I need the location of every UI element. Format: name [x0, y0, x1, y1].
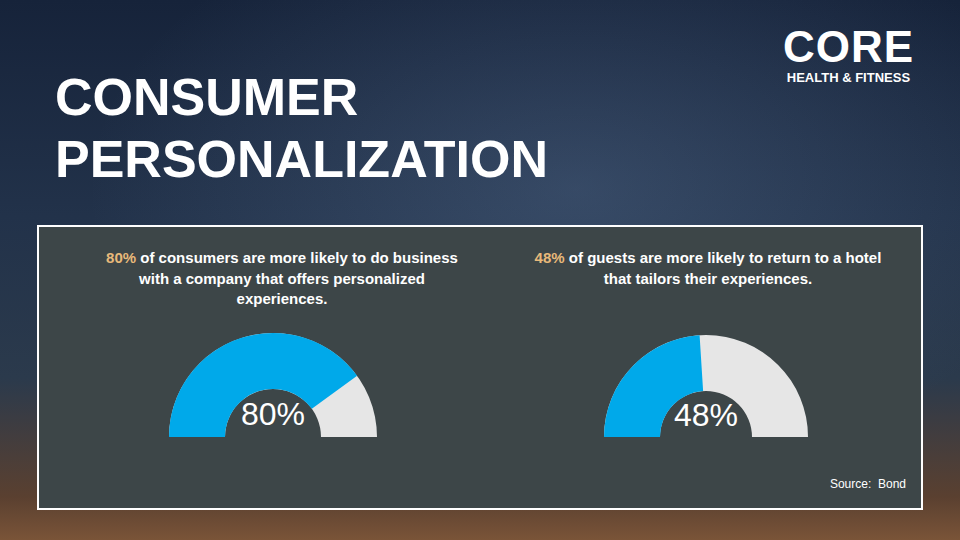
html-text:CONSUMER PERSONALIZATION: CONSUMER PERSONALIZATION	[55, 68, 548, 188]
svg-text:48%: 48%	[674, 397, 738, 433]
html-text:Source: Bond: Source: Bond	[829, 477, 906, 491]
html-text:80% of consumers are more like: 80% of consumers are more likely to do b…	[106, 249, 458, 307]
html-text:CORE: CORE	[782, 22, 914, 71]
html-text:48% of guests are more likely: 48% of guests are more likely to return …	[534, 249, 882, 287]
svg-text:80%: 80%	[241, 396, 305, 432]
html-text:HEALTH & FITNESS: HEALTH & FITNESS	[786, 70, 911, 85]
